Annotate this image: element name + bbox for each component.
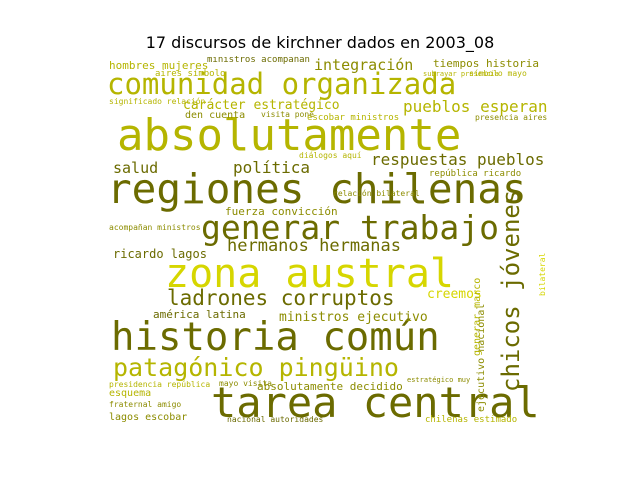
word-chilenas-estimado: chilenas estimado <box>425 415 518 425</box>
word-generar-marco: generar marco <box>472 277 483 356</box>
word-presidencia-republica: presidencia república <box>109 380 211 389</box>
word-integracion: integración <box>314 56 414 74</box>
word-generar-trabajo: generar trabajo <box>201 208 500 247</box>
word-zona-austral: zona austral <box>165 251 454 297</box>
word-republica-ricardo: república ricardo <box>429 169 522 179</box>
word-respuestas-pueblos: respuestas pueblos <box>371 150 545 169</box>
word-politica: política <box>233 158 311 177</box>
word-historia-comun: historia común <box>111 315 440 360</box>
word-pueblos-esperando: pueblos esperando <box>403 97 547 116</box>
word-ladrones-corruptos: ladrones corruptos <box>167 286 395 310</box>
word-ministros-ejecutivo: ministros ejecutivo <box>279 310 428 325</box>
word-hombres-mujeres: hombres mujeres <box>109 59 209 72</box>
word-caracter-estrategico: carácter estratégico <box>183 98 340 113</box>
word-dialogos-aqui: diálogos aquí <box>299 151 362 160</box>
word-ricardo-lagos: ricardo lagos <box>113 247 207 261</box>
word-escobar-ministros: escobar ministros <box>307 113 400 123</box>
word-den-cuenta: den cuenta <box>185 110 246 121</box>
word-estrategico-muy: estratégico muy <box>407 376 471 384</box>
word-comunidad-organizada: comunidad organizada <box>107 67 457 101</box>
word-nacional-autoridades: nacional autoridades <box>227 415 324 424</box>
word-subrayar-presencia: subrayar presencia <box>423 70 499 78</box>
word-creemos: creemos <box>427 287 482 302</box>
word-fuerza-conviccion: fuerza convicción <box>225 205 338 218</box>
word-relacion-bilateral: relación bilateral <box>333 189 420 198</box>
word-simbolo-mayo: símbolo mayo <box>469 69 527 78</box>
word-presencia-aires: presencia aires <box>475 113 547 122</box>
word-acompanan-ministros: acompañan ministros <box>109 223 201 232</box>
chart-title: 17 discursos de kirchner dados en 2003_0… <box>145 33 495 52</box>
word-chicos-jovenes: chicos jóvenes <box>497 189 525 392</box>
word-america-latina: américa latina <box>153 308 246 321</box>
word-tarea-central: tarea central <box>211 378 540 424</box>
word-visita-pone: visita pone <box>261 110 314 119</box>
word-salud: salud <box>113 159 159 177</box>
word-lagos-escobar: lagos escobar <box>109 412 188 423</box>
word-significado-relacion: significado relación <box>109 97 206 106</box>
word-patagonico-pinguino: patagónico pingüino <box>113 353 399 382</box>
word-regiones-chilenas: regiones chilenas <box>107 165 527 213</box>
word-hermanos-hermanas: hermanos hermanas <box>227 236 401 256</box>
word-absolutamente-decidido: absolutamente decidido <box>257 380 403 393</box>
word-tiempos-historia: tiempos historia <box>433 57 539 70</box>
word-fraternal-amigo: fraternal amigo <box>109 400 182 409</box>
word-bilateral: bilateral <box>538 252 547 296</box>
word-esquema: esquema <box>109 388 152 399</box>
word-absolutamente: absolutamente <box>117 110 462 161</box>
word-cloud: comunidad organizada absolutamente regio… <box>107 56 547 424</box>
word-ministros-acompanan: ministros acompañan <box>207 56 310 65</box>
word-mayo-visita: mayo visita <box>219 379 272 388</box>
word-aires-simbolo: aires símbolo <box>155 69 226 79</box>
